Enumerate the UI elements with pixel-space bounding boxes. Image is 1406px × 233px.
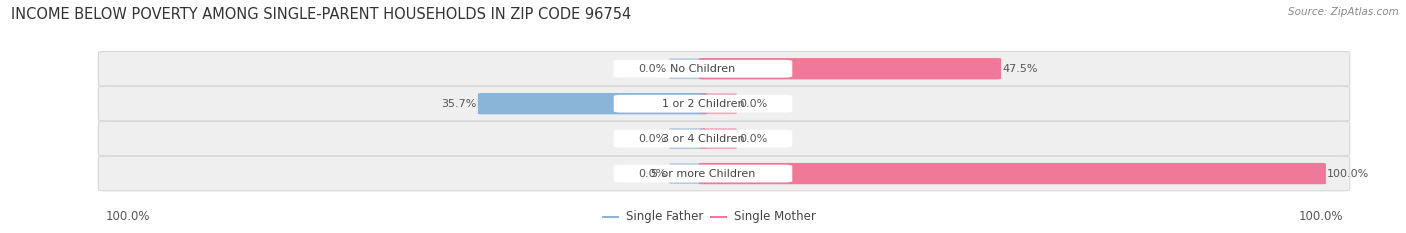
Text: 0.0%: 0.0%	[638, 134, 666, 144]
FancyBboxPatch shape	[669, 58, 706, 79]
FancyBboxPatch shape	[98, 156, 1350, 191]
Text: 100.0%: 100.0%	[105, 210, 150, 223]
FancyBboxPatch shape	[614, 95, 793, 113]
FancyBboxPatch shape	[478, 93, 707, 114]
FancyBboxPatch shape	[700, 128, 737, 149]
Text: 5 or more Children: 5 or more Children	[651, 169, 755, 178]
Text: 0.0%: 0.0%	[638, 169, 666, 178]
FancyBboxPatch shape	[700, 93, 737, 114]
Text: 35.7%: 35.7%	[441, 99, 477, 109]
Text: Source: ZipAtlas.com: Source: ZipAtlas.com	[1288, 7, 1399, 17]
FancyBboxPatch shape	[614, 60, 793, 78]
Text: 100.0%: 100.0%	[1298, 210, 1343, 223]
Text: INCOME BELOW POVERTY AMONG SINGLE-PARENT HOUSEHOLDS IN ZIP CODE 96754: INCOME BELOW POVERTY AMONG SINGLE-PARENT…	[11, 7, 631, 22]
Text: 0.0%: 0.0%	[740, 99, 768, 109]
FancyBboxPatch shape	[669, 128, 706, 149]
FancyBboxPatch shape	[614, 130, 793, 147]
Text: 100.0%: 100.0%	[1327, 169, 1369, 178]
Text: 0.0%: 0.0%	[638, 64, 666, 74]
Text: 1 or 2 Children: 1 or 2 Children	[662, 99, 744, 109]
Text: No Children: No Children	[671, 64, 735, 74]
Text: 0.0%: 0.0%	[740, 134, 768, 144]
FancyBboxPatch shape	[699, 163, 1326, 184]
Text: 47.5%: 47.5%	[1002, 64, 1038, 74]
Bar	[710, 216, 727, 218]
FancyBboxPatch shape	[614, 165, 793, 182]
FancyBboxPatch shape	[669, 163, 706, 184]
Text: Single Mother: Single Mother	[734, 210, 815, 223]
FancyBboxPatch shape	[98, 51, 1350, 86]
Text: 3 or 4 Children: 3 or 4 Children	[662, 134, 744, 144]
FancyBboxPatch shape	[98, 121, 1350, 156]
Bar	[602, 216, 619, 218]
FancyBboxPatch shape	[699, 58, 1001, 79]
FancyBboxPatch shape	[98, 86, 1350, 121]
Text: Single Father: Single Father	[626, 210, 703, 223]
